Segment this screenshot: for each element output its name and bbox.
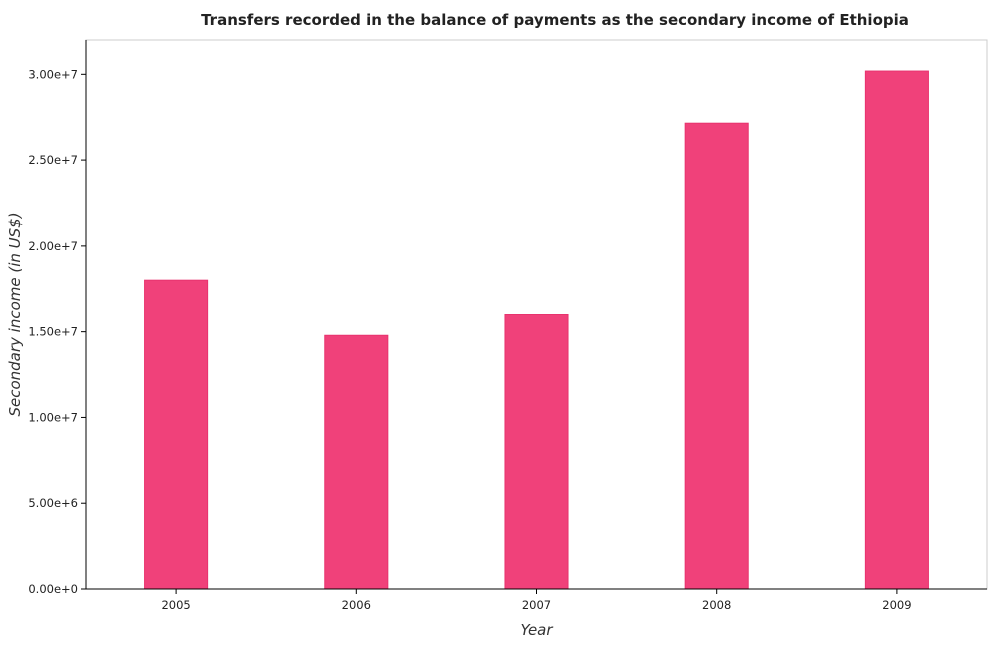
y-tick-label: 5.00e+6 <box>28 496 78 510</box>
x-axis: 2005 2006 2007 2008 2009 <box>86 588 987 612</box>
y-axis-label: Secondary income (in US$) <box>6 212 24 416</box>
bar-2006 <box>324 334 389 590</box>
bar-2005 <box>144 279 209 590</box>
y-tick-label: 1.50e+7 <box>28 325 78 339</box>
y-tick-label: 1.00e+7 <box>28 410 78 424</box>
y-tick-label: 2.00e+7 <box>28 239 78 253</box>
bar-2008 <box>684 122 749 590</box>
y-tick-label: 3.00e+7 <box>28 67 78 81</box>
bars-group <box>144 70 929 590</box>
x-tick-label: 2007 <box>522 598 551 612</box>
y-tick-label: 0.00e+0 <box>28 582 78 596</box>
bar-2007 <box>504 314 569 590</box>
x-tick-label: 2005 <box>161 598 190 612</box>
bar-2009 <box>864 70 929 590</box>
x-tick-label: 2006 <box>342 598 371 612</box>
chart-title: Transfers recorded in the balance of pay… <box>201 11 909 29</box>
y-axis: 0.00e+0 5.00e+6 1.00e+7 1.50e+7 2.00e+7 2.50e… <box>28 40 87 596</box>
x-tick-label: 2009 <box>882 598 911 612</box>
x-tick-label: 2008 <box>702 598 731 612</box>
y-tick-label: 2.50e+7 <box>28 153 78 167</box>
x-axis-label: Year <box>520 621 553 639</box>
